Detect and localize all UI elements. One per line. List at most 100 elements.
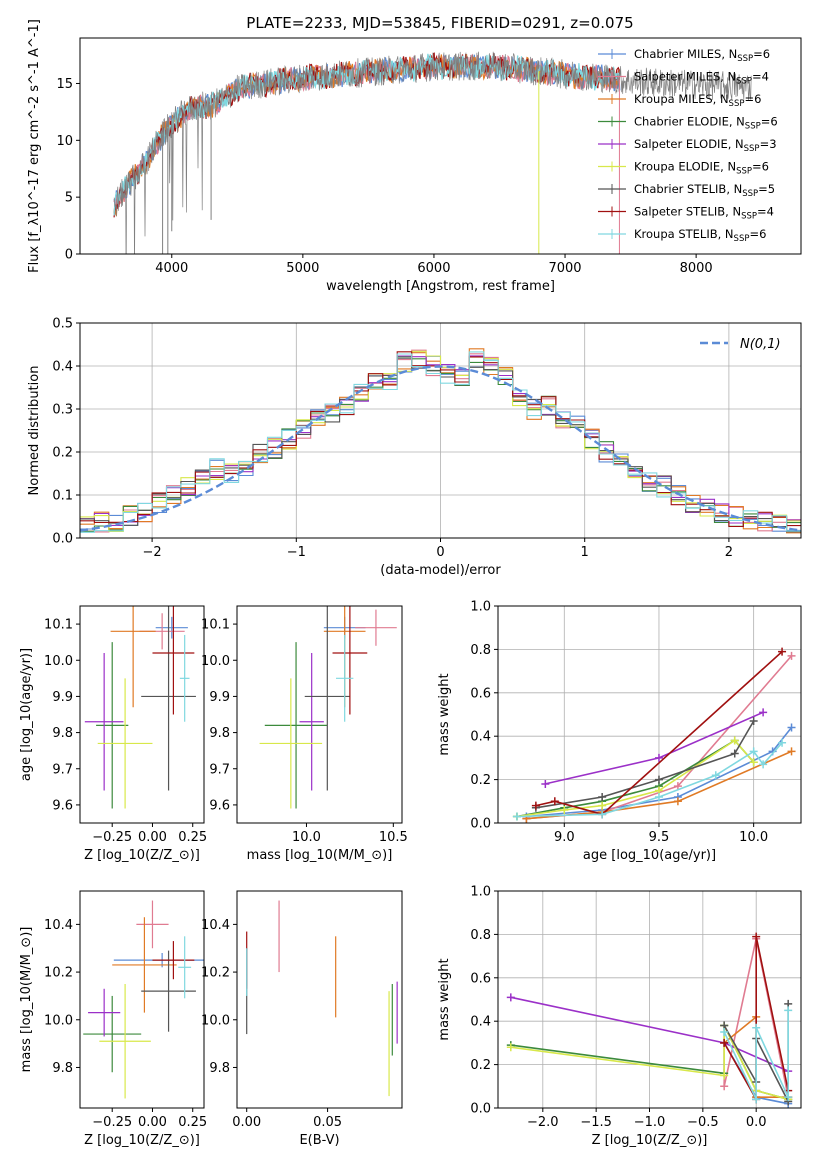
legend-label: Salpeter MILES, NSSP=4 <box>634 70 769 87</box>
legend-label: Chabrier MILES, NSSP=6 <box>634 47 770 64</box>
x-tick-label: −0.5 <box>687 1115 719 1130</box>
weight-marker <box>752 932 761 941</box>
weight-marker <box>787 651 796 660</box>
legend-label: Kroupa STELIB, NSSP=6 <box>634 227 766 244</box>
y-tick-label: 0.2 <box>470 773 491 788</box>
plot-frame <box>79 890 205 1109</box>
residual-legend: N(0,1) <box>700 337 781 352</box>
weight-marker <box>654 792 663 801</box>
weight-marker <box>720 1071 729 1080</box>
y-tick-label: 9.9 <box>209 690 230 705</box>
figure-title: PLATE=2233, MJD=53845, FIBERID=0291, z=0… <box>246 14 633 32</box>
weight-marker <box>506 993 515 1002</box>
legend-label: Kroupa MILES, NSSP=6 <box>634 92 761 109</box>
x-axis-label: age [log_10(age/yr)] <box>583 848 716 863</box>
weight-marker <box>759 760 768 769</box>
x-tick-label: 0.25 <box>178 830 207 845</box>
legend-label: Chabrier STELIB, NSSP=5 <box>634 182 775 199</box>
histogram-step-line <box>80 351 801 528</box>
plot-frame <box>79 37 802 255</box>
y-tick-label: 9.7 <box>52 762 73 777</box>
mass_vs_EBV-points <box>246 900 398 1097</box>
y-tick-label: 10.0 <box>44 1013 73 1028</box>
y-tick-label: 10.4 <box>201 918 230 933</box>
weight-marker <box>730 749 739 758</box>
y-tick-label: 10.2 <box>201 966 230 981</box>
histogram-step-line <box>80 350 801 532</box>
weight-marker <box>778 738 787 747</box>
x-tick-label: −1 <box>287 545 306 560</box>
legend-label: Salpeter ELODIE, NSSP=3 <box>634 137 777 154</box>
weight-marker <box>759 708 768 717</box>
spectrum-series <box>113 51 752 254</box>
weight-line <box>516 739 755 818</box>
x-axis-label: Z [log_10(Z/Z_⊙)] <box>84 848 200 863</box>
legend-label: N(0,1) <box>740 337 781 352</box>
age_vs_Z-frame: −0.25 0.00 0.25 9.6 9.7 9.8 9.9 10.0 10.1 Z [log_… <box>19 605 207 863</box>
y-tick-label: 0.8 <box>470 643 491 658</box>
x-tick-label: 10.0 <box>739 830 768 845</box>
y-tick-label: 10.4 <box>44 918 73 933</box>
age_vs_mass-points <box>259 606 397 809</box>
y-tick-label: 0 <box>65 248 73 263</box>
x-axis-label: wavelength [Angstrom, rest frame] <box>326 279 555 294</box>
x-tick-label: 9.5 <box>649 830 670 845</box>
weight-line <box>723 936 789 1103</box>
weight-marker <box>778 647 787 656</box>
y-tick-label: 9.8 <box>52 1061 73 1076</box>
x-axis-label: mass [log_10(M/M_⊙)] <box>247 848 393 863</box>
weight-line <box>535 651 783 816</box>
y-tick-label: 15 <box>56 77 73 92</box>
x-tick-label: 0.00 <box>232 1115 261 1130</box>
x-axis-label: (data-model)/error <box>380 563 501 578</box>
weight-marker <box>711 771 720 780</box>
weight-marker <box>720 1082 729 1091</box>
weight-marker <box>598 810 607 819</box>
x-axis-label: Z [log_10(Z/Z_⊙)] <box>84 1133 200 1148</box>
y-tick-label: 0.5 <box>52 317 73 332</box>
y-tick-label: 0.4 <box>470 730 491 745</box>
weight-marker <box>598 792 607 801</box>
spectrum-model-line <box>113 53 621 212</box>
weight-marker <box>673 797 682 806</box>
y-tick-label: 1.0 <box>470 600 491 615</box>
legend-label: Chabrier ELODIE, NSSP=6 <box>634 115 778 132</box>
y-tick-label: 0.8 <box>470 928 491 943</box>
weight-marker <box>541 779 550 788</box>
y-tick-label: 0.6 <box>470 686 491 701</box>
y-tick-label: 1.0 <box>470 885 491 900</box>
x-tick-label: −1.0 <box>634 1115 666 1130</box>
weight-marker <box>752 1023 761 1032</box>
y-tick-label: 10.1 <box>201 618 230 633</box>
weight-marker <box>512 812 521 821</box>
y-axis-label: age [log_10(age/yr)] <box>19 648 34 781</box>
weight-marker <box>787 723 796 732</box>
y-tick-label: 0.0 <box>470 1102 491 1117</box>
weight-marker <box>673 782 682 791</box>
x-tick-label: 2 <box>725 545 733 560</box>
y-tick-label: 0.0 <box>52 532 73 547</box>
weight_vs_age-frame: 9.0 9.5 10.0 0.0 0.2 0.4 0.6 0.8 1.0 age [log_10(… <box>437 600 802 863</box>
y-tick-label: 10.0 <box>201 654 230 669</box>
x-tick-label: 0.00 <box>138 830 167 845</box>
y-tick-label: 9.6 <box>52 798 73 813</box>
mass_vs_EBV-frame: 0.00 0.05 9.8 10.0 10.2 10.4 E(B-V) <box>201 890 403 1148</box>
mass_vs_Z-frame: −0.25 0.00 0.25 9.8 10.0 10.2 10.4 Z [log_10(Z/… <box>19 890 207 1148</box>
y-tick-label: 10.2 <box>44 966 73 981</box>
residuals-frame: −2 −1 0 1 2 0.0 0.1 0.2 0.3 0.4 0.5 (data-model)/er… <box>27 317 802 578</box>
residual-series <box>80 348 801 534</box>
weight-marker <box>654 775 663 784</box>
spectrum-legend: Chabrier MILES, NSSP=6 Salpeter MILES, NS… <box>598 47 778 244</box>
weight-marker <box>787 747 796 756</box>
weight-marker <box>749 717 758 726</box>
x-tick-label: −1.5 <box>580 1115 612 1130</box>
spectrum-data-line <box>113 51 752 254</box>
weight-marker <box>784 1093 793 1102</box>
y-tick-label: 0.0 <box>470 817 491 832</box>
y-axis-label: mass weight <box>437 958 452 1040</box>
plot-frame <box>79 605 205 824</box>
weight-marker <box>550 797 559 806</box>
y-tick-label: 10.0 <box>44 654 73 669</box>
